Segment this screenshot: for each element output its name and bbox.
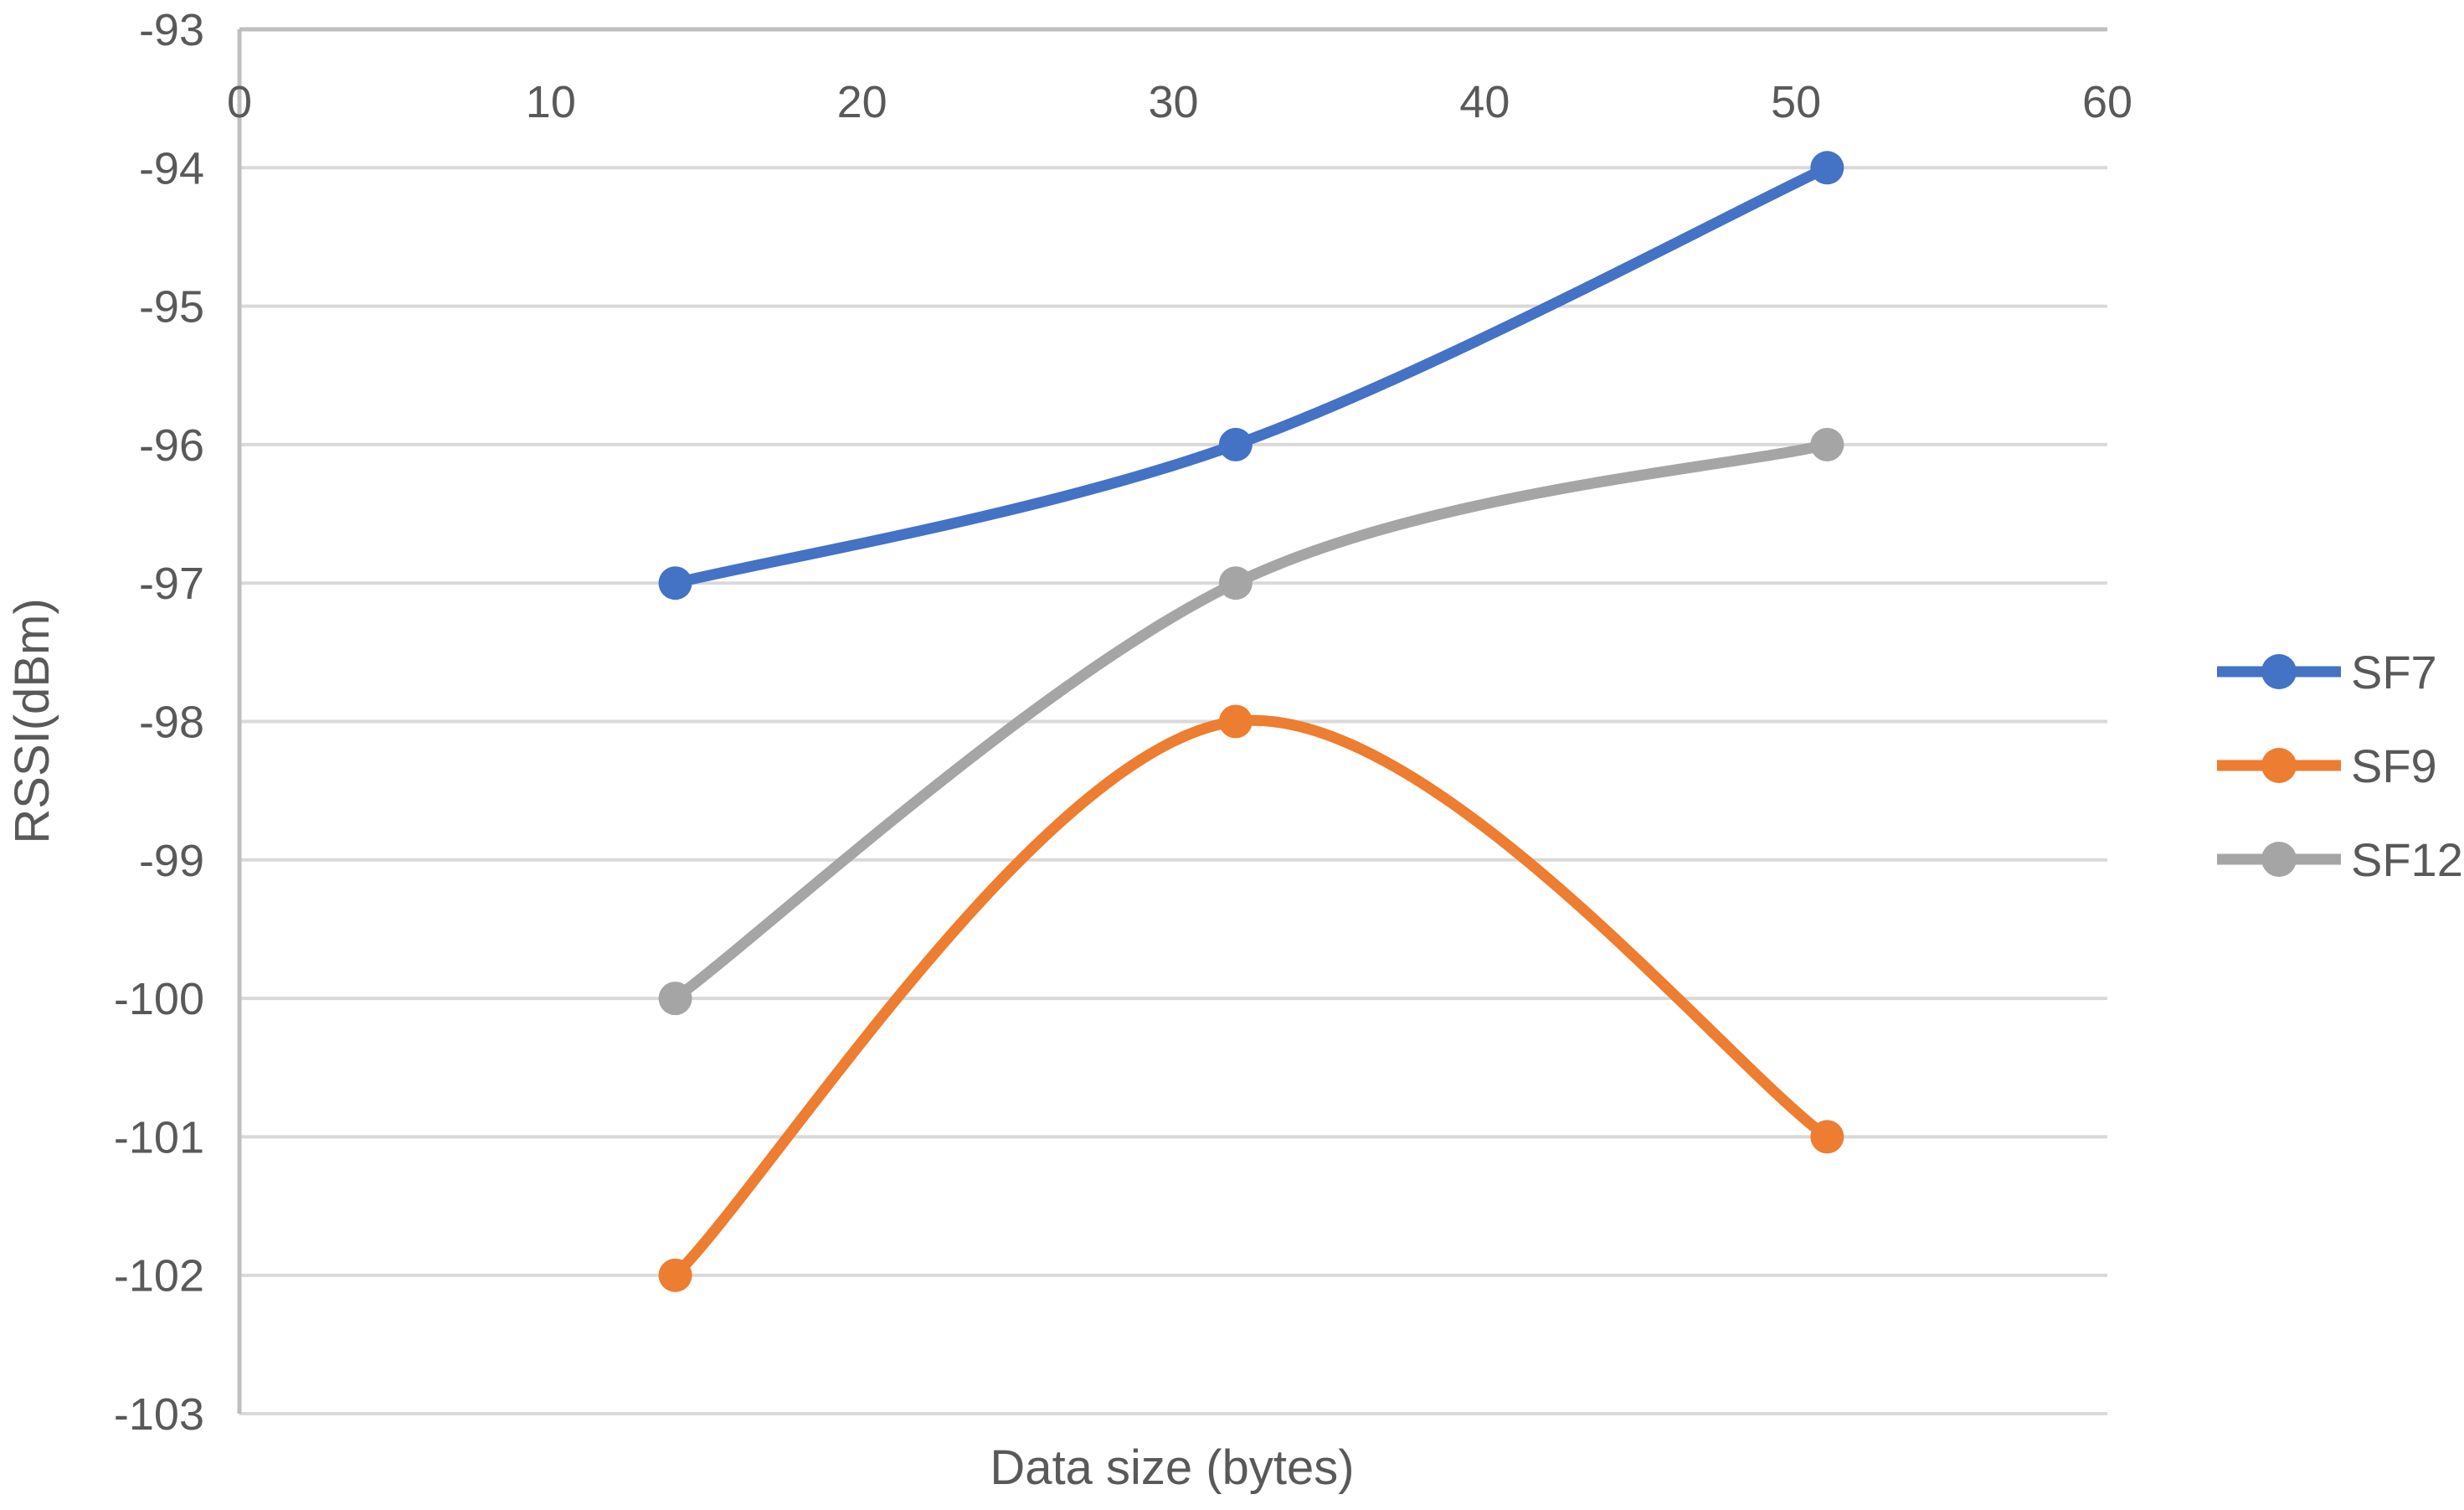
y-tick-label--100: -100 xyxy=(114,974,204,1024)
x-axis-tick-labels: 0 10 20 30 40 50 60 xyxy=(227,77,2132,127)
legend-label-sf9: SF9 xyxy=(2351,740,2437,792)
series-sf7 xyxy=(658,151,1844,600)
x-axis-title: Data size (bytes) xyxy=(990,1440,1354,1495)
y-tick-label--103: -103 xyxy=(114,1389,204,1440)
x-tick-label-10: 10 xyxy=(526,77,576,127)
legend-label-sf7: SF7 xyxy=(2351,646,2437,698)
series-group xyxy=(658,151,1844,1292)
series-sf9 xyxy=(658,704,1844,1292)
data-point-sf9-51 xyxy=(1810,1120,1844,1154)
data-point-sf9-32 xyxy=(1218,704,1253,739)
legend-item-sf9: SF9 xyxy=(2217,740,2437,792)
y-tick-label--96: -96 xyxy=(139,420,204,471)
legend-dot-marker-sf12 xyxy=(2261,842,2297,877)
y-tick-label--102: -102 xyxy=(114,1251,204,1301)
series-line-sf7 xyxy=(670,162,1833,589)
x-tick-label-60: 60 xyxy=(2082,77,2132,127)
y-tick-label--98: -98 xyxy=(139,698,204,748)
axes xyxy=(237,27,2107,1414)
x-tick-label-50: 50 xyxy=(1771,77,1821,127)
x-tick-label-40: 40 xyxy=(1459,77,1510,127)
data-point-sf7-32 xyxy=(1218,427,1253,461)
x-tick-label-30: 30 xyxy=(1148,77,1198,127)
series-sf12 xyxy=(658,427,1844,1016)
legend-dot-marker-sf7 xyxy=(2261,654,2297,689)
y-axis-title: RSSI(dBm) xyxy=(5,598,59,843)
y-tick-label--97: -97 xyxy=(139,559,204,609)
legend-item-sf7: SF7 xyxy=(2217,646,2437,698)
data-point-sf7-51 xyxy=(1810,151,1844,185)
data-point-sf12-51 xyxy=(1810,427,1844,461)
legend-dot-marker-sf9 xyxy=(2261,748,2297,783)
data-point-sf7-14 xyxy=(658,566,692,600)
legend-label-sf12: SF12 xyxy=(2351,833,2463,886)
y-axis-tick-labels: -93 -94 -95 -96 -97 -98 -99 -100 -101 -102 -103 xyxy=(114,5,204,1440)
data-point-sf12-32 xyxy=(1218,566,1253,600)
y-tick-label--93: -93 xyxy=(139,5,204,55)
data-point-sf12-14 xyxy=(658,982,692,1016)
x-tick-label-20: 20 xyxy=(837,77,887,127)
y-tick-label--99: -99 xyxy=(139,836,204,886)
y-tick-label--94: -94 xyxy=(139,143,204,193)
legend: SF7 SF9 SF12 xyxy=(2217,646,2463,886)
legend-item-sf12: SF12 xyxy=(2217,833,2463,886)
y-tick-label--95: -95 xyxy=(139,282,204,332)
y-tick-label--101: -101 xyxy=(114,1112,204,1162)
x-tick-label-0: 0 xyxy=(227,77,252,127)
gridlines xyxy=(239,28,2107,1415)
data-point-sf9-14 xyxy=(658,1258,692,1292)
